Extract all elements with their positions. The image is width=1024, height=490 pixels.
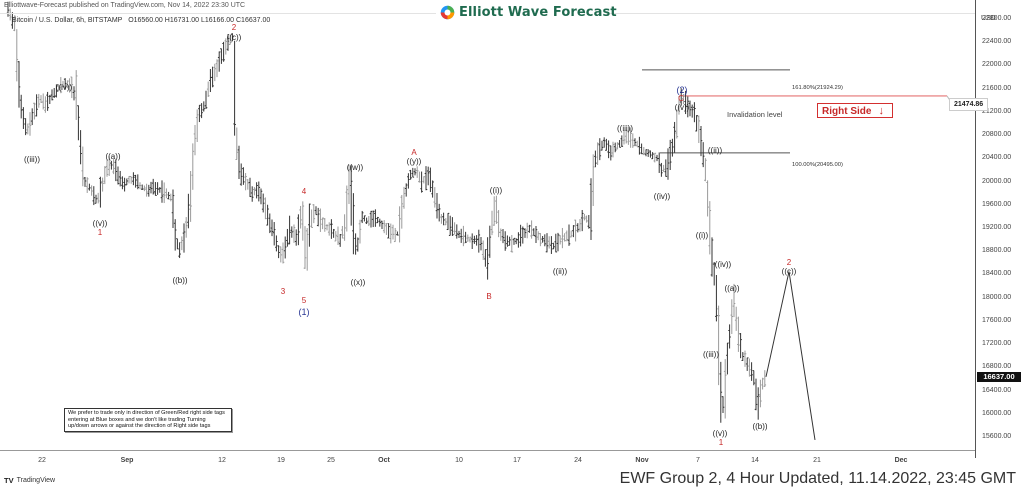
- invalidation-price-callout: 21474.86: [949, 98, 989, 111]
- wave-label: A: [411, 148, 417, 157]
- price-chart[interactable]: [0, 0, 975, 450]
- time-tick: 24: [574, 457, 582, 464]
- published-info: Elliottwave-Forecast published on Tradin…: [4, 2, 246, 9]
- price-tick: 16000.00: [982, 409, 1012, 417]
- currency-label: USD: [981, 15, 996, 22]
- time-tick: 19: [277, 457, 285, 464]
- tradingview-logo-icon: TV: [4, 476, 14, 485]
- wave-label: C: [678, 94, 684, 103]
- wave-label: ((c)): [781, 267, 797, 276]
- price-tick: 20800.00: [982, 131, 1012, 139]
- fib-100-label: 100.00%(20495.00): [792, 162, 843, 168]
- wave-label: ((w)): [346, 163, 364, 172]
- wave-label: B: [486, 292, 492, 301]
- projection-path: [765, 271, 816, 441]
- wave-label: (2): [676, 85, 688, 95]
- price-tick: 18400.00: [982, 270, 1012, 278]
- price-tick: 20000.00: [982, 177, 1012, 185]
- wave-label: 2: [786, 258, 792, 267]
- price-tick: 22000.00: [982, 61, 1012, 69]
- wave-label: 1: [97, 228, 103, 237]
- price-tick: 16800.00: [982, 363, 1012, 371]
- brand-rule-left: [0, 13, 436, 14]
- time-tick: 7: [696, 457, 700, 464]
- brand-rule-right: [606, 13, 975, 14]
- wave-label: ((iii)): [617, 124, 633, 133]
- time-tick: 17: [513, 457, 521, 464]
- wave-label: ((b)): [752, 422, 768, 431]
- time-tick: 10: [455, 457, 463, 464]
- ohlc-values: O16560.00 H16731.00 L16166.00 C16637.00: [128, 17, 271, 24]
- wave-label: ((ii)): [707, 146, 723, 155]
- time-tick: 12: [218, 457, 226, 464]
- wave-label: ((i)): [695, 231, 709, 240]
- time-tick: Oct: [378, 457, 390, 464]
- wave-label: ((v)): [712, 429, 728, 438]
- wave-label: ((v)): [92, 219, 108, 228]
- wave-label: ((a)): [105, 152, 121, 161]
- right-side-tag: Right Side ↓: [817, 103, 893, 118]
- right-side-label: Right Side: [822, 106, 872, 117]
- price-tick: 18000.00: [982, 293, 1012, 301]
- symbol-info: Bitcoin / U.S. Dollar, 6h, BITSTAMP O165…: [12, 17, 270, 24]
- price-tick: 22400.00: [982, 38, 1012, 46]
- price-tick: 16400.00: [982, 386, 1012, 394]
- wave-label: 4: [301, 187, 307, 196]
- wave-label: ((iv)): [714, 260, 732, 269]
- price-tick: 21600.00: [982, 84, 1012, 92]
- time-tick: Nov: [635, 457, 649, 464]
- time-tick: Dec: [894, 457, 908, 464]
- symbol-name: Bitcoin / U.S. Dollar, 6h, BITSTAMP: [12, 17, 123, 24]
- wave-label: ((iii)): [24, 155, 40, 164]
- wave-label: ((v)): [674, 103, 690, 112]
- price-tick: 19200.00: [982, 224, 1012, 232]
- price-tick: 17600.00: [982, 316, 1012, 324]
- current-price-tag: 16637.00: [977, 371, 1021, 382]
- price-tick: 22800.00: [982, 15, 1012, 22]
- wave-label: 2: [231, 23, 237, 32]
- update-caption: EWF Group 2, 4 Hour Updated, 11.14.2022,…: [619, 470, 1016, 487]
- time-tick: 14: [751, 457, 759, 464]
- wave-label: ((iii)): [703, 350, 719, 359]
- time-tick: 25: [327, 457, 335, 464]
- price-tick: 21200.00: [982, 107, 1012, 115]
- wave-label: ((iv)): [653, 192, 671, 201]
- wave-label: 3: [280, 287, 286, 296]
- wave-label: 5: [301, 296, 307, 305]
- fib-161-label: 161.80%(21924.29): [792, 85, 843, 91]
- price-tick: 18800.00: [982, 247, 1012, 255]
- tradingview-label: TradingView: [16, 477, 56, 484]
- wave-label: ((b)): [172, 276, 188, 285]
- price-tick: 15600.00: [982, 433, 1012, 441]
- price-axis[interactable]: USD 22800.00 22400.00 22000.00 21600.00 2120…: [975, 0, 1024, 458]
- price-tick: 20400.00: [982, 154, 1012, 162]
- price-tick: 19600.00: [982, 200, 1012, 208]
- wave-label: 1: [718, 438, 724, 447]
- wave-label: ((ii)): [552, 267, 568, 276]
- wave-label: ((x)): [350, 278, 366, 287]
- wave-label: ((a)): [724, 284, 740, 293]
- time-tick: 21: [813, 457, 821, 464]
- time-tick: 22: [38, 457, 46, 464]
- wave-label: ((i)): [489, 186, 503, 195]
- wave-label: ((y)): [406, 157, 422, 166]
- brand-name: Elliott Wave Forecast: [459, 5, 617, 20]
- time-axis[interactable]: 22 Sep 12 19 25 Oct 10 17 24 Nov 7 14 21 Dec: [0, 450, 975, 471]
- brand: Elliott Wave Forecast: [440, 5, 617, 20]
- disclaimer-box: We prefer to trade only in direction of …: [64, 408, 232, 432]
- price-tick: 17200.00: [982, 340, 1012, 348]
- wave-label: (1): [298, 307, 310, 317]
- tradingview-footer[interactable]: TV TradingView: [4, 476, 55, 485]
- arrow-down-icon: ↓: [878, 105, 885, 117]
- invalidation-label: Invalidation level: [727, 110, 783, 119]
- brand-logo-icon: [440, 5, 455, 20]
- time-tick: Sep: [120, 457, 134, 464]
- wave-label: ((iv)): [55, 83, 73, 92]
- wave-label: ((c)): [226, 33, 242, 42]
